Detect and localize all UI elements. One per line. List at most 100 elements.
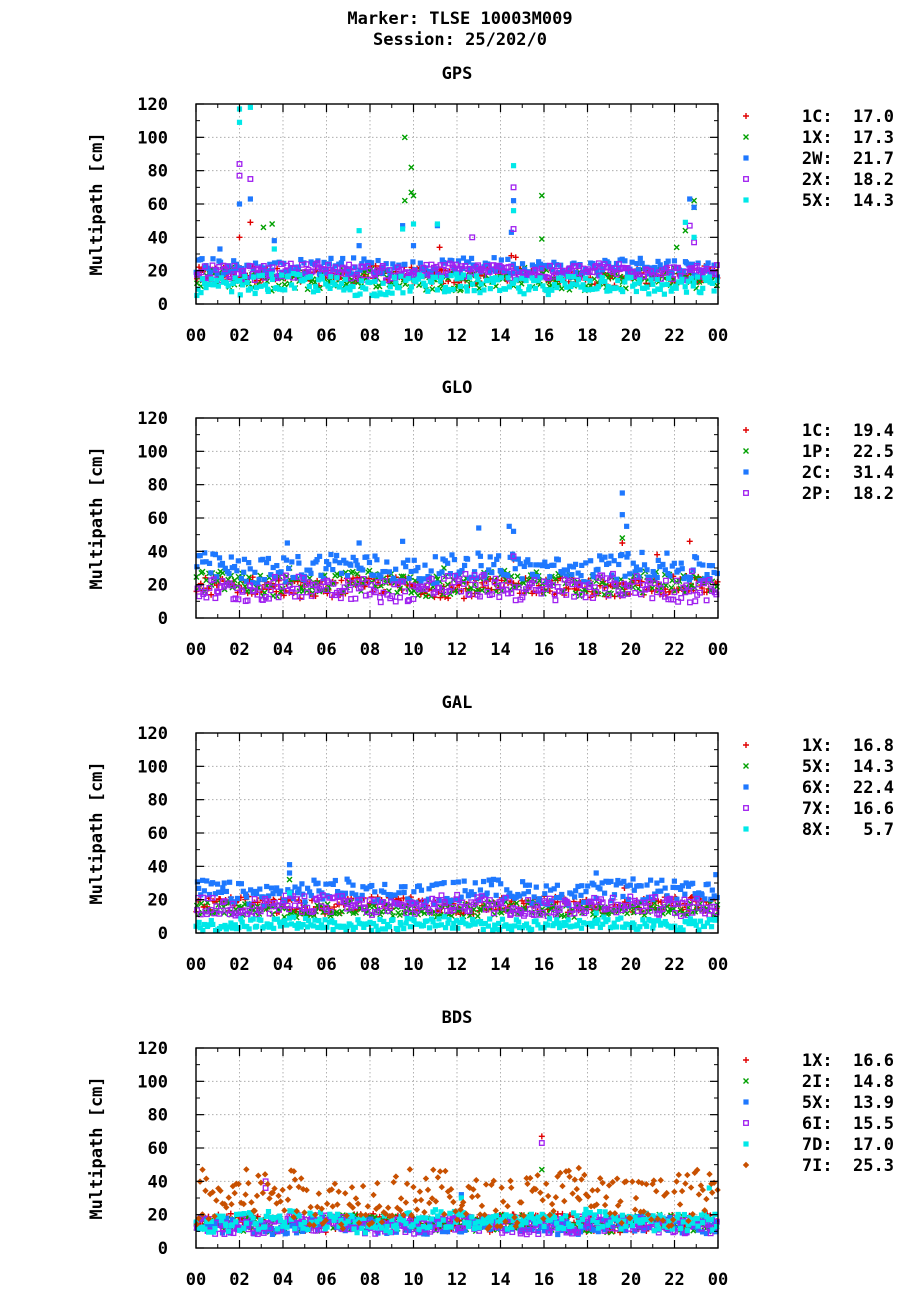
data-point	[591, 894, 598, 901]
data-point	[531, 573, 537, 580]
data-point	[266, 893, 272, 899]
data-point	[533, 884, 539, 890]
data-point	[654, 574, 660, 581]
data-point	[525, 557, 531, 563]
data-point	[374, 909, 381, 916]
data-point	[507, 911, 514, 918]
data-point	[300, 576, 306, 583]
data-point-spike	[506, 523, 512, 529]
data-point	[346, 267, 353, 273]
data-point	[478, 281, 484, 287]
data-point	[404, 915, 410, 921]
data-point	[372, 278, 378, 285]
data-point	[251, 587, 258, 594]
data-point	[277, 919, 283, 925]
data-point	[359, 896, 366, 903]
data-point-spike	[654, 551, 661, 558]
data-point	[494, 277, 501, 283]
data-point	[296, 560, 302, 566]
data-point	[456, 569, 462, 575]
data-point	[606, 560, 612, 566]
data-point	[615, 916, 621, 922]
data-point	[372, 553, 378, 559]
data-point	[551, 282, 558, 288]
data-point	[553, 894, 560, 901]
data-point	[546, 916, 553, 922]
data-point-spike	[271, 238, 277, 244]
data-point	[622, 924, 628, 930]
data-point	[277, 923, 284, 929]
data-point	[294, 896, 301, 903]
data-point	[620, 288, 626, 295]
data-point	[665, 923, 671, 929]
data-point	[604, 288, 610, 294]
data-point	[555, 557, 561, 563]
data-point	[625, 275, 631, 281]
data-point	[266, 910, 273, 917]
data-point	[338, 890, 344, 896]
data-point	[291, 265, 298, 272]
data-point	[215, 889, 222, 895]
data-point	[312, 895, 319, 902]
data-point	[516, 893, 523, 899]
data-point	[597, 924, 603, 931]
data-point	[591, 1227, 598, 1233]
data-point	[659, 877, 665, 883]
data-point	[455, 258, 462, 264]
chart-title-session: Session: 25/202/0	[373, 30, 547, 50]
data-point	[714, 277, 720, 284]
data-point	[244, 597, 251, 604]
data-point	[458, 1229, 465, 1235]
data-point	[576, 917, 583, 924]
data-point	[633, 288, 639, 295]
data-point	[366, 591, 373, 598]
data-point	[519, 275, 525, 281]
data-point	[504, 887, 510, 893]
data-point	[491, 1217, 497, 1223]
data-point	[236, 880, 242, 887]
data-point	[324, 559, 330, 565]
data-point	[593, 589, 600, 596]
data-point	[354, 570, 361, 577]
data-point	[453, 897, 459, 903]
data-point	[441, 914, 448, 920]
data-point	[229, 900, 236, 907]
data-point	[199, 276, 206, 282]
data-point	[337, 560, 343, 566]
data-point	[194, 879, 201, 885]
data-point	[556, 906, 563, 913]
data-point	[702, 275, 708, 281]
data-point	[615, 265, 622, 271]
data-point	[591, 574, 597, 580]
data-point	[288, 282, 295, 288]
data-point	[571, 910, 578, 917]
data-point	[544, 563, 550, 569]
data-point	[622, 573, 628, 579]
data-point	[680, 927, 686, 933]
data-point	[554, 284, 560, 291]
data-point	[562, 281, 568, 287]
data-point	[377, 599, 384, 606]
data-point	[279, 272, 285, 278]
data-point	[348, 922, 354, 928]
data-point	[700, 285, 706, 291]
data-point-spike	[247, 176, 254, 182]
data-point	[415, 564, 421, 571]
data-point	[587, 898, 593, 904]
data-point	[564, 900, 571, 907]
data-point	[339, 264, 346, 271]
data-point	[330, 567, 336, 573]
data-point	[341, 287, 347, 293]
data-point	[477, 593, 483, 600]
data-point	[426, 925, 433, 931]
data-point	[463, 284, 469, 290]
legend-entry: 1P: 22.5	[802, 442, 894, 462]
data-point	[490, 279, 497, 285]
data-point	[310, 560, 316, 566]
data-point	[289, 559, 295, 565]
data-point	[341, 557, 347, 563]
data-point	[346, 898, 353, 905]
data-point	[235, 596, 242, 603]
data-point-spike	[286, 890, 293, 896]
